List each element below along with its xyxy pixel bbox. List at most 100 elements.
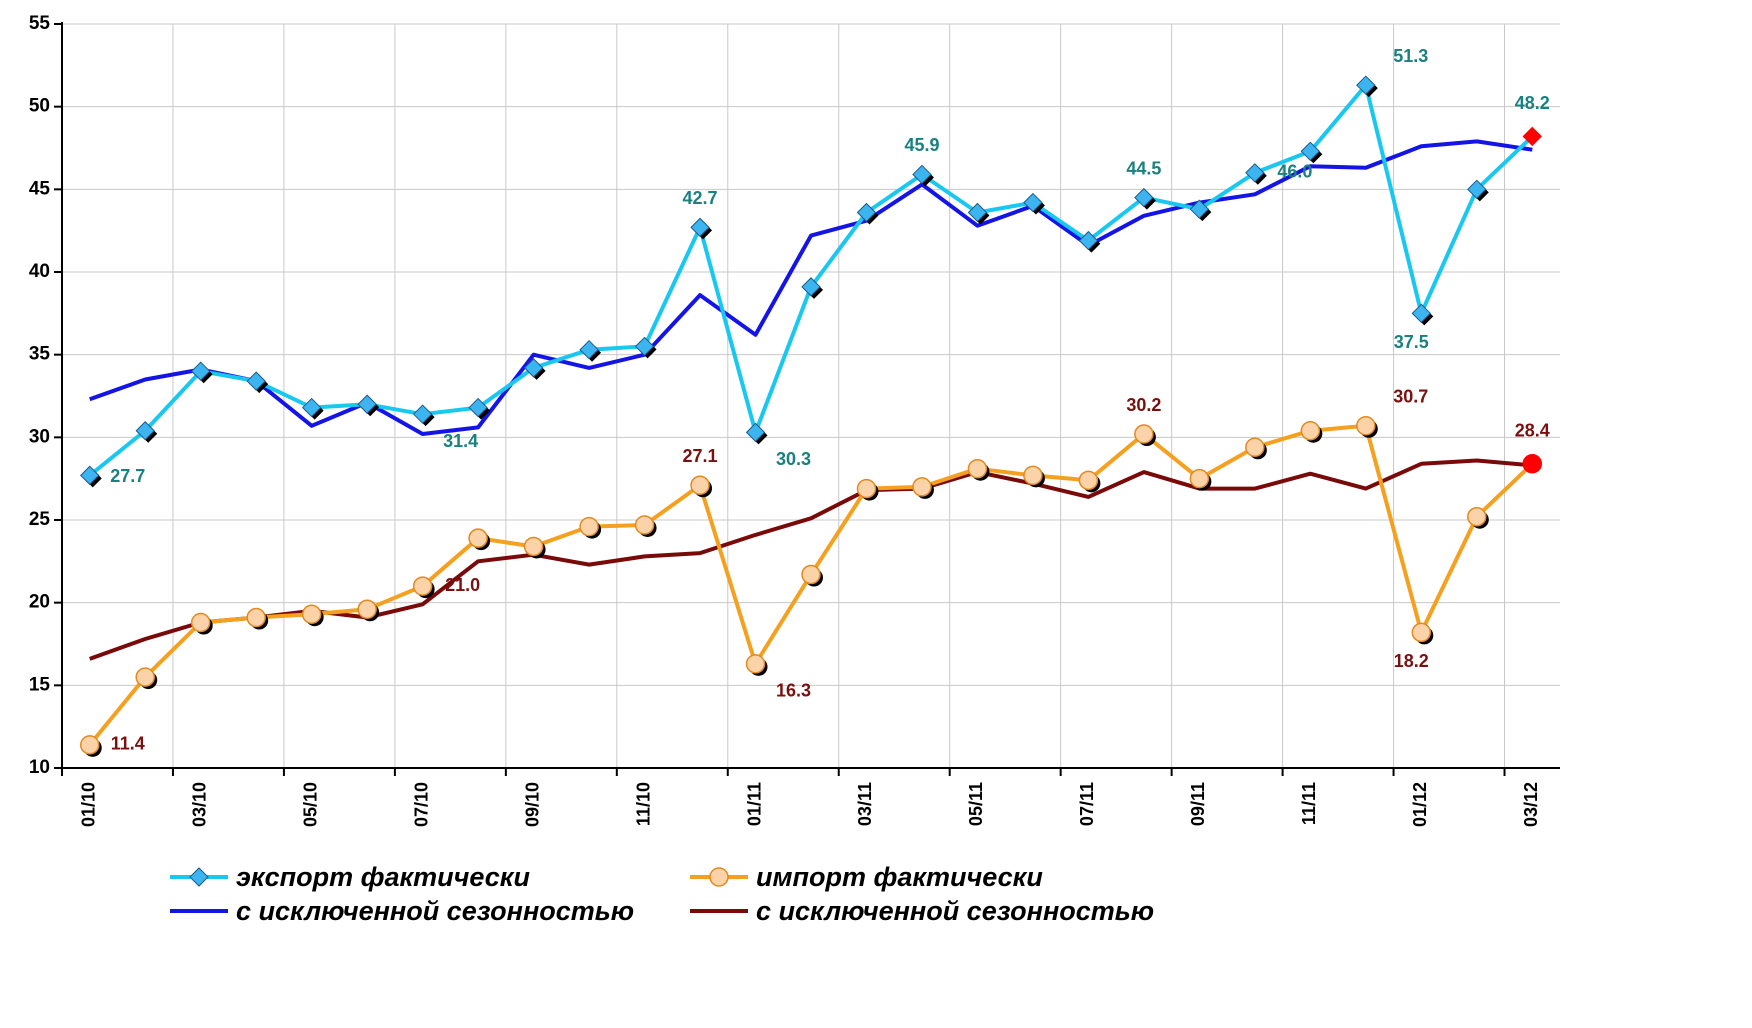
data-label: 28.4 xyxy=(1515,421,1550,441)
marker xyxy=(1356,416,1376,436)
data-label: 21.0 xyxy=(445,575,480,595)
data-label: 44.5 xyxy=(1126,158,1161,178)
marker xyxy=(246,607,266,628)
data-label: 30.3 xyxy=(776,449,811,469)
data-label: 27.7 xyxy=(110,466,145,486)
marker xyxy=(468,528,488,548)
data-label: 37.5 xyxy=(1394,332,1429,352)
data-label: 16.3 xyxy=(776,681,811,701)
marker xyxy=(912,477,932,497)
marker xyxy=(523,358,544,378)
data-label: 11.4 xyxy=(111,734,145,754)
marker xyxy=(1134,424,1154,444)
marker xyxy=(1411,622,1432,643)
data-label: 45.9 xyxy=(904,135,939,155)
marker xyxy=(1300,141,1321,162)
x-tick-label: 05/11 xyxy=(966,782,986,826)
y-tick-label: 30 xyxy=(29,426,50,447)
x-tick-label: 07/11 xyxy=(1077,782,1097,826)
x-tick-label: 11/11 xyxy=(1299,782,1319,825)
marker xyxy=(801,277,821,297)
x-tick-label: 05/10 xyxy=(300,782,320,827)
marker xyxy=(1134,187,1154,208)
marker xyxy=(1467,179,1487,200)
legend-marker xyxy=(709,867,729,887)
data-label: 48.2 xyxy=(1515,93,1550,113)
marker xyxy=(1467,506,1487,527)
marker xyxy=(690,475,710,496)
data-label: 51.3 xyxy=(1393,46,1428,66)
marker xyxy=(412,404,433,424)
x-tick-label: 01/12 xyxy=(1410,782,1430,827)
marker xyxy=(135,421,155,441)
marker xyxy=(745,422,766,443)
marker xyxy=(1189,468,1210,489)
marker xyxy=(690,217,710,238)
marker xyxy=(1245,163,1265,183)
legend-label: с исключенной сезонностью xyxy=(236,896,634,926)
marker xyxy=(1300,420,1321,441)
data-label: 31.4 xyxy=(443,431,478,451)
marker xyxy=(1078,230,1099,251)
marker xyxy=(856,478,877,499)
data-label: 18.2 xyxy=(1394,651,1429,671)
marker xyxy=(579,339,599,360)
marker xyxy=(967,202,988,223)
x-tick-label: 01/10 xyxy=(78,782,98,827)
data-label: 46.0 xyxy=(1277,162,1312,182)
data-label: 30.2 xyxy=(1126,395,1161,415)
marker xyxy=(1189,199,1210,219)
series-line xyxy=(89,458,1533,661)
marker xyxy=(1356,75,1376,95)
marker xyxy=(1522,454,1543,474)
legend-marker xyxy=(189,867,209,887)
marker xyxy=(357,394,377,414)
x-tick-label: 09/11 xyxy=(1188,782,1208,826)
marker xyxy=(634,336,655,357)
legend-label: импорт фактически xyxy=(756,862,1043,892)
y-tick-label: 40 xyxy=(29,261,50,282)
marker xyxy=(412,576,433,596)
marker xyxy=(745,654,766,674)
marker xyxy=(301,397,322,418)
y-tick-label: 50 xyxy=(29,96,50,117)
marker xyxy=(801,564,821,585)
x-tick-label: 07/10 xyxy=(411,782,431,827)
marker xyxy=(80,465,100,486)
marker xyxy=(1411,303,1432,324)
marker xyxy=(301,604,322,624)
y-tick-label: 15 xyxy=(29,674,51,695)
legend-label: с исключенной сезонностью xyxy=(756,896,1154,926)
marker xyxy=(1522,126,1542,147)
y-tick-label: 35 xyxy=(29,344,51,365)
data-label: 27.1 xyxy=(683,446,718,466)
marker xyxy=(135,667,155,687)
y-tick-label: 45 xyxy=(29,178,51,199)
marker xyxy=(357,599,377,620)
y-tick-label: 55 xyxy=(29,13,51,34)
data-label: 30.7 xyxy=(1393,387,1428,407)
marker xyxy=(468,397,488,418)
marker xyxy=(856,202,877,223)
y-tick-label: 10 xyxy=(29,757,50,778)
marker xyxy=(1078,470,1099,491)
y-tick-label: 25 xyxy=(29,509,51,530)
marker xyxy=(912,164,932,185)
marker xyxy=(1245,437,1265,458)
marker xyxy=(523,536,544,557)
marker xyxy=(1023,465,1043,486)
marker xyxy=(79,735,100,755)
marker xyxy=(190,612,211,633)
x-tick-label: 01/11 xyxy=(744,782,764,826)
x-tick-label: 03/10 xyxy=(189,782,209,827)
marker xyxy=(967,458,988,479)
marker xyxy=(190,361,211,381)
marker xyxy=(579,516,599,537)
data-label: 42.7 xyxy=(683,188,718,208)
marker xyxy=(246,371,266,391)
series-line xyxy=(89,139,1533,436)
x-tick-label: 11/10 xyxy=(633,782,653,826)
x-tick-label: 03/12 xyxy=(1521,782,1541,827)
marker xyxy=(1023,192,1043,213)
marker xyxy=(634,515,655,535)
